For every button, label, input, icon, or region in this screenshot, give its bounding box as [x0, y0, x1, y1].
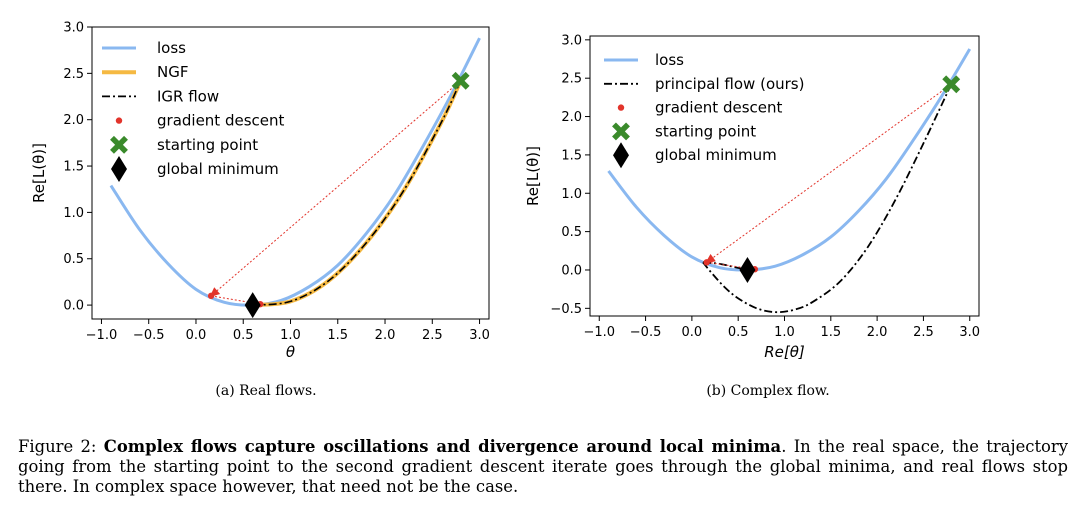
y-tick-label: 1.0	[561, 187, 582, 202]
y-tick-label: 0.0	[63, 299, 84, 314]
legend-label: starting point	[655, 122, 756, 140]
y-tick-label: 2.0	[561, 110, 582, 125]
x-tick-label: 1.5	[820, 325, 841, 340]
x-axis-label: Re[θ]	[764, 343, 805, 361]
legend-label: gradient descent	[655, 99, 783, 117]
x-tick-label: −0.5	[630, 325, 662, 340]
caption-bold: Complex flows capture oscillations and d…	[103, 437, 782, 456]
legend-swatch-gd	[115, 117, 123, 124]
legend-label: gradient descent	[157, 112, 285, 130]
y-tick-label: 0.5	[561, 225, 582, 240]
y-tick-label: 0.0	[561, 263, 582, 278]
subcaption: (a) Real flows.	[215, 383, 316, 399]
x-tick-label: 1.0	[774, 325, 795, 340]
y-tick-label: 2.5	[561, 72, 582, 87]
starting-point-marker	[942, 75, 961, 94]
x-tick-label: −1.0	[86, 328, 118, 343]
global-minimum-marker	[739, 256, 756, 283]
panel-real-flows: −1.0 −0.5 0.0 0.5 1.0 1.5 2.0 2.5 3.0 0.0 0.5 1.0 1.…	[30, 21, 490, 400]
series-loss	[109, 37, 481, 307]
legend-swatch-start	[110, 135, 128, 154]
x-tick-label: −0.5	[133, 328, 165, 343]
y-tick-label: 3.0	[63, 21, 84, 36]
x-tick-label: 3.0	[959, 325, 980, 340]
caption-label: Figure 2:	[18, 437, 97, 456]
series-igr-flow	[252, 80, 462, 306]
y-tick-label: 1.5	[561, 148, 582, 163]
legend-swatch-min	[613, 142, 629, 169]
y-tick-label: 1.0	[63, 206, 84, 221]
y-tick-label: 2.0	[63, 113, 84, 128]
legend-label: starting point	[157, 136, 258, 154]
gd-point	[703, 259, 710, 266]
x-tick-label: 1.0	[280, 328, 301, 343]
figure: −1.0 −0.5 0.0 0.5 1.0 1.5 2.0 2.5 3.00.00.51.01.…	[30, 21, 980, 400]
legend-swatch-gd	[617, 104, 625, 111]
legend-swatch-min	[111, 156, 127, 182]
y-tick-label: 3.0	[561, 33, 582, 48]
caption-rest: . In the real space, the trajectory goin…	[18, 437, 1068, 496]
y-axis-label: Re[L(θ)]	[524, 146, 542, 206]
gd-step-line	[210, 80, 461, 297]
x-tick-label: 0.5	[233, 328, 254, 343]
x-tick-label: 2.0	[867, 325, 888, 340]
starting-point-marker	[451, 71, 470, 90]
legend-label: loss	[655, 51, 684, 69]
subcaption: (b) Complex flow.	[706, 383, 829, 399]
y-tick-label: 1.5	[63, 160, 84, 175]
y-tick-label: −0.5	[550, 302, 582, 317]
x-tick-label: 2.5	[422, 328, 443, 343]
legend-label: global minimum	[655, 146, 777, 164]
legend-label: global minimum	[157, 160, 279, 178]
y-tick-label: 2.5	[63, 67, 84, 82]
legend-label: IGR flow	[157, 87, 219, 105]
axes-frame	[91, 26, 490, 320]
y-tick-label: 0.5	[63, 252, 84, 267]
legend-label: principal flow (ours)	[655, 75, 804, 93]
figure-caption: Figure 2: Complex flows capture oscillat…	[18, 437, 1068, 497]
x-tick-label: 0.5	[728, 325, 749, 340]
series-loss	[607, 48, 972, 272]
x-tick-label: 2.5	[913, 325, 934, 340]
gd-step-line	[706, 83, 952, 263]
legend-swatch-start	[612, 122, 630, 141]
series-principal-flow	[702, 83, 953, 314]
legend-label: loss	[157, 39, 186, 57]
panel-complex-flow: −1.0 −0.5 0.0 0.5 1.0 1.5 2.0 2.5 3.0−0.50.00.51…	[524, 33, 980, 399]
x-tick-label: 0.0	[682, 325, 703, 340]
x-tick-label: −1.0	[583, 325, 615, 340]
x-axis-label: θ	[286, 343, 295, 361]
x-tick-label: 1.5	[327, 328, 348, 343]
x-tick-label: 2.0	[375, 328, 396, 343]
gd-point	[207, 292, 215, 300]
x-tick-label: 0.0	[186, 328, 207, 343]
x-tick-label: 3.0	[469, 328, 490, 343]
global-minimum-marker	[244, 292, 261, 319]
legend-label: NGF	[157, 63, 188, 81]
y-axis-label: Re[L(θ)]	[30, 143, 48, 203]
